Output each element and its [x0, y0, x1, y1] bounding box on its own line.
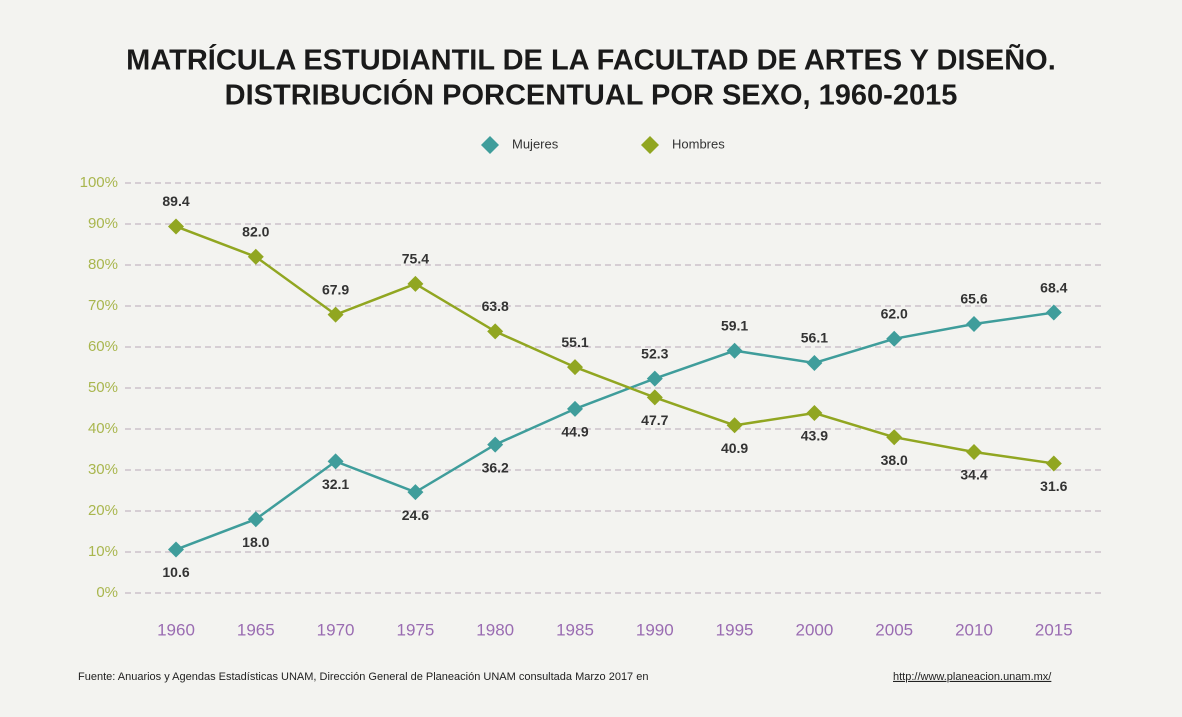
x-tick-label: 1985	[556, 620, 594, 639]
data-label: 56.1	[801, 330, 828, 346]
data-label: 43.9	[801, 428, 828, 444]
x-tick-label: 1975	[396, 620, 434, 639]
x-tick-label: 2000	[795, 620, 833, 639]
x-tick-label: 1995	[716, 620, 754, 639]
y-tick-label: 60%	[88, 338, 118, 355]
y-tick-label: 90%	[88, 215, 118, 232]
source-note: Fuente: Anuarios y Agendas Estadísticas …	[78, 671, 648, 683]
x-tick-label: 1990	[636, 620, 674, 639]
data-label: 82.0	[242, 224, 269, 240]
x-tick-label: 2005	[875, 620, 913, 639]
chart: MATRÍCULA ESTUDIANTIL DE LA FACULTAD DE …	[0, 0, 1182, 717]
data-label: 10.6	[162, 564, 189, 580]
data-label: 63.8	[482, 298, 509, 314]
data-label: 67.9	[322, 281, 349, 297]
x-tick-label: 1960	[157, 620, 195, 639]
data-label: 32.1	[322, 476, 349, 492]
data-label: 40.9	[721, 440, 748, 456]
x-tick-label: 1980	[476, 620, 514, 639]
y-tick-label: 20%	[88, 502, 118, 519]
legend-label: Hombres	[672, 136, 725, 151]
data-label: 75.4	[402, 251, 429, 267]
chart-title: DISTRIBUCIÓN PORCENTUAL POR SEXO, 1960-2…	[225, 78, 958, 112]
y-tick-label: 50%	[88, 379, 118, 396]
data-label: 68.4	[1040, 279, 1067, 295]
data-label: 65.6	[960, 291, 987, 307]
source-link[interactable]: http://www.planeacion.unam.mx/	[893, 671, 1052, 683]
data-label: 55.1	[561, 334, 588, 350]
data-label: 38.0	[881, 452, 908, 468]
data-label: 89.4	[162, 193, 189, 209]
y-tick-label: 10%	[88, 543, 118, 560]
data-label: 59.1	[721, 317, 748, 333]
y-tick-label: 0%	[96, 584, 118, 601]
data-label: 24.6	[402, 507, 429, 523]
chart-title: MATRÍCULA ESTUDIANTIL DE LA FACULTAD DE …	[126, 43, 1056, 77]
data-label: 31.6	[1040, 478, 1067, 494]
data-label: 34.4	[960, 467, 987, 483]
y-tick-label: 40%	[88, 420, 118, 437]
x-tick-label: 1970	[317, 620, 355, 639]
y-tick-label: 70%	[88, 297, 118, 314]
y-tick-label: 30%	[88, 461, 118, 478]
x-tick-label: 2010	[955, 620, 993, 639]
data-label: 18.0	[242, 534, 269, 550]
data-label: 47.7	[641, 412, 668, 428]
y-tick-label: 100%	[80, 174, 118, 191]
legend-label: Mujeres	[512, 136, 559, 151]
x-tick-label: 2015	[1035, 620, 1073, 639]
data-label: 52.3	[641, 345, 668, 361]
data-label: 36.2	[482, 459, 509, 475]
data-label: 62.0	[881, 306, 908, 322]
data-label: 44.9	[561, 424, 588, 440]
y-tick-label: 80%	[88, 256, 118, 273]
x-tick-label: 1965	[237, 620, 275, 639]
